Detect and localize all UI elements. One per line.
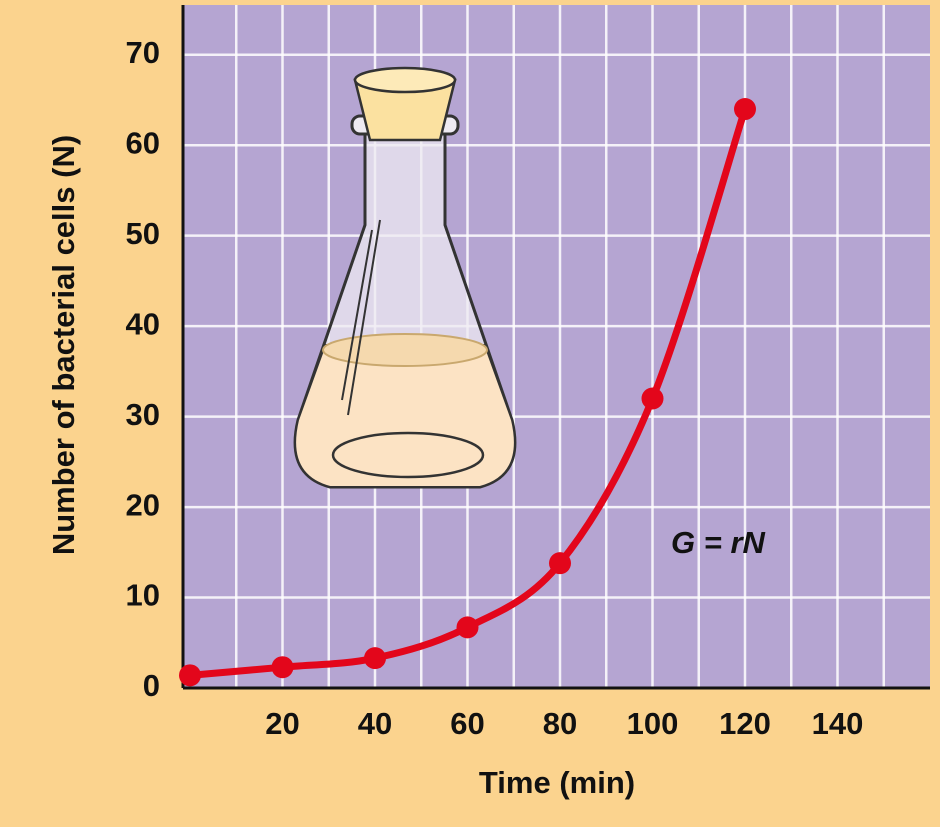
y-axis-label: Number of bacterial cells (N) xyxy=(46,135,81,555)
data-point xyxy=(734,98,756,120)
data-point xyxy=(272,656,294,678)
y-tick-label: 70 xyxy=(126,35,160,70)
y-tick-label: 30 xyxy=(126,397,160,432)
data-point xyxy=(457,616,479,638)
x-tick-label: 40 xyxy=(358,706,392,741)
y-tick-label: 10 xyxy=(126,578,160,613)
x-tick-label: 120 xyxy=(719,706,771,741)
data-point xyxy=(642,388,664,410)
y-tick-label: 50 xyxy=(126,216,160,251)
x-tick-label: 80 xyxy=(543,706,577,741)
data-point xyxy=(179,664,201,686)
x-tick-label: 60 xyxy=(450,706,484,741)
y-tick-label: 20 xyxy=(126,487,160,522)
y-tick-label: 40 xyxy=(126,306,160,341)
plot-area xyxy=(183,5,930,688)
data-point xyxy=(549,552,571,574)
y-tick-label: 60 xyxy=(126,125,160,160)
y-tick-label: 0 xyxy=(143,668,160,703)
x-tick-label: 100 xyxy=(627,706,679,741)
x-tick-label: 140 xyxy=(812,706,864,741)
annotation: G = rN xyxy=(671,525,766,560)
chart: Number of bacterial cells (N) Time (min)… xyxy=(0,0,940,827)
data-point xyxy=(364,647,386,669)
x-tick-label: 20 xyxy=(265,706,299,741)
x-axis-label: Time (min) xyxy=(479,765,635,800)
